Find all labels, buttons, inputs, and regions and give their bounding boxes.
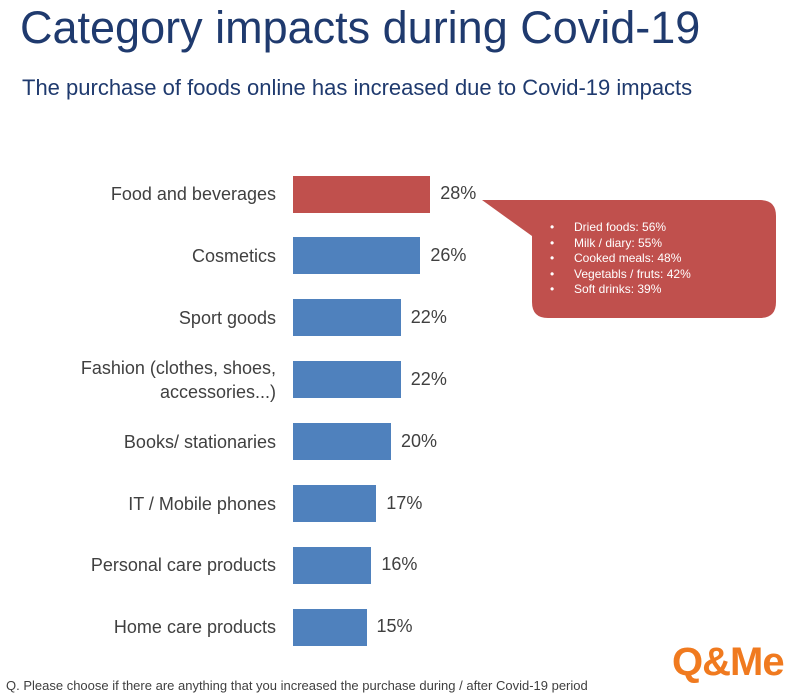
category-label: IT / Mobile phones — [128, 493, 276, 514]
callout-item: Milk / diary: 55% — [574, 235, 663, 250]
category-label: Home care products — [113, 617, 276, 638]
category-label: Cosmetics — [191, 245, 276, 266]
value-label: 28% — [440, 183, 477, 203]
bullet: • — [550, 220, 555, 234]
bullet: • — [550, 266, 555, 281]
bullet: • — [550, 251, 555, 265]
category-label: Sport goods — [178, 307, 276, 328]
bullet: • — [550, 235, 555, 250]
logo: Q&Me — [672, 640, 785, 684]
subtitle: The purchase of foods online has increas… — [22, 75, 693, 100]
bar — [293, 361, 401, 399]
category-label: Food and beverages — [110, 184, 276, 204]
bar — [293, 237, 421, 275]
bar — [293, 608, 367, 646]
value-label: 22% — [410, 306, 447, 327]
title: Category impacts during Covid-19 — [20, 2, 701, 53]
category-label: Personal care products — [90, 555, 276, 576]
bar — [293, 423, 391, 461]
category-label: Books/ stationaries — [123, 431, 276, 452]
callout-box — [482, 200, 776, 318]
callout-item: Vegetabls / fruts: 42% — [574, 266, 691, 281]
value-label: 16% — [381, 554, 418, 575]
bar — [293, 546, 372, 584]
value-label: 26% — [430, 244, 467, 265]
value-label: 22% — [410, 368, 447, 389]
value-label: 17% — [386, 492, 423, 513]
bar — [293, 299, 401, 337]
bar — [293, 485, 377, 522]
category-label: Fashion (clothes, shoes, accessories...) — [80, 357, 276, 402]
value-label: 20% — [401, 430, 438, 451]
bar — [293, 175, 431, 213]
bullet: • — [550, 282, 555, 296]
callout-item: Cooked meals: 48% — [574, 251, 682, 265]
callout-item: Soft drinks: 39% — [574, 282, 662, 296]
value-label: 15% — [376, 616, 413, 637]
callout-item: Dried foods: 56% — [574, 220, 667, 234]
footnote: Q. Please choose if there are anything t… — [6, 678, 588, 693]
